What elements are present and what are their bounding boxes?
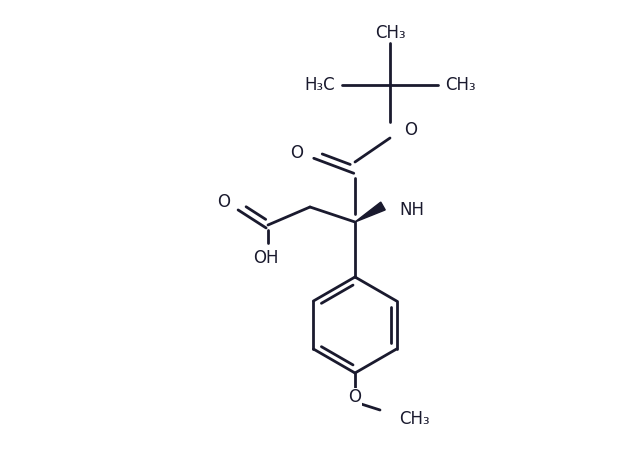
Text: OH: OH — [253, 249, 279, 267]
Text: H₃C: H₃C — [305, 76, 335, 94]
Text: O: O — [290, 144, 303, 162]
Text: O: O — [404, 121, 417, 139]
Text: NH: NH — [399, 201, 424, 219]
Text: O: O — [349, 388, 362, 406]
Text: O: O — [217, 193, 230, 211]
Polygon shape — [355, 202, 385, 222]
Text: CH₃: CH₃ — [374, 24, 405, 42]
Text: CH₃: CH₃ — [445, 76, 476, 94]
Text: CH₃: CH₃ — [399, 410, 429, 428]
